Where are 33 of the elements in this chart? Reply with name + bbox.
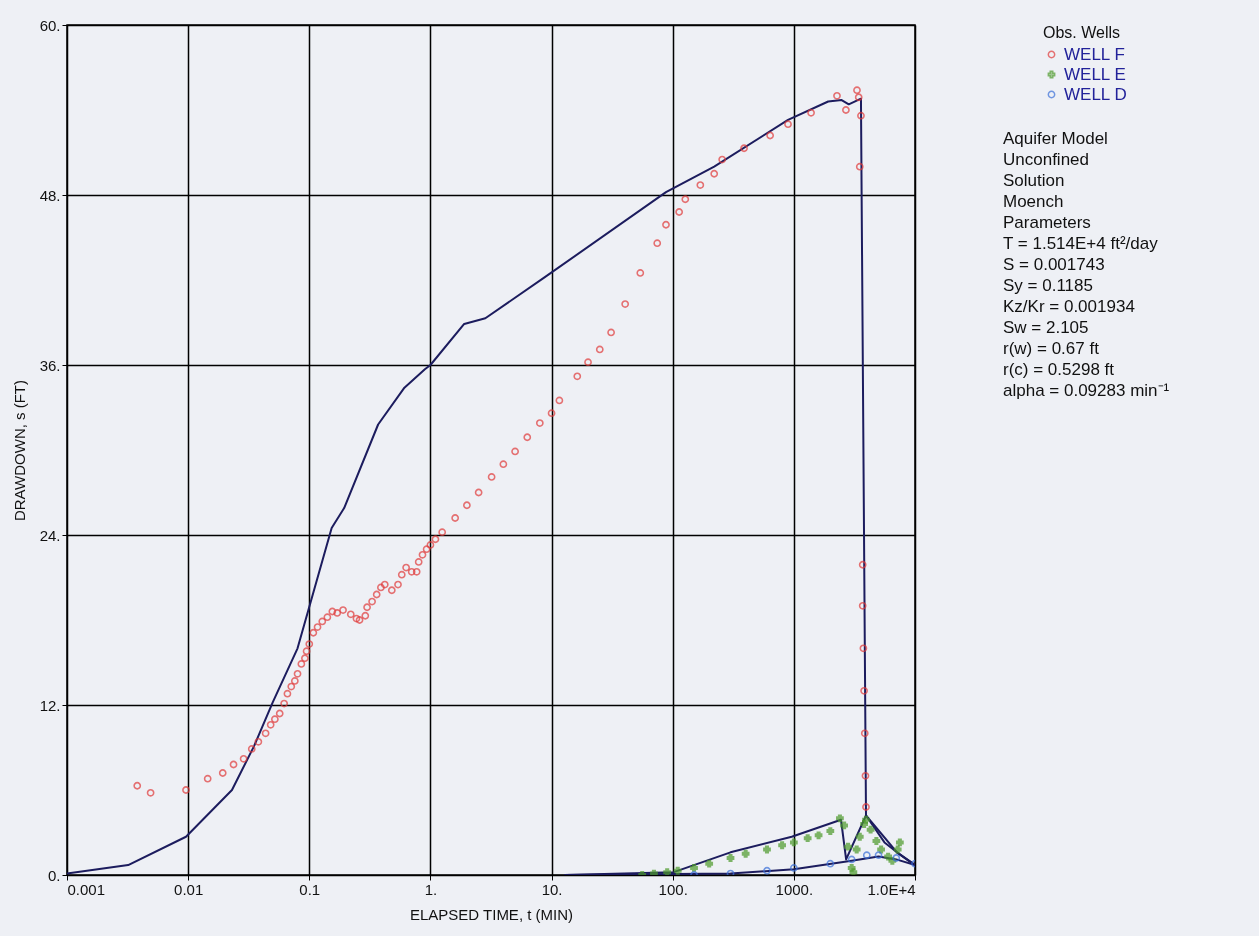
text: Solution [1003,170,1066,191]
x-tick-label: 0.1 [299,880,321,898]
x-tick-label: 1. [424,880,438,898]
y-tick-label: 60. [39,16,61,34]
x-tick-label: 0.01 [174,880,204,898]
legend-label: WELL F [1064,44,1125,64]
text: T = 1.514E+4 ft²/day [1003,233,1159,254]
text: S = 0.001743 [1003,254,1106,275]
y-axis-title: DRAWDOWN, s (FT) [10,379,28,522]
legend-title: Obs. Wells [1043,24,1121,41]
y-tick-label: 36. [39,356,61,374]
x-tick-label: 1000. [775,880,814,898]
text: r(c) = 0.5298 ft [1003,359,1116,380]
legend-label: WELL E [1064,64,1126,84]
legend-label: WELL D [1064,84,1127,104]
x-axis-title: ELAPSED TIME, t (MIN) [409,905,574,923]
x-tick-label: 1.0E+4 [867,880,916,898]
x-tick-label: 100. [658,880,688,898]
text: Kz/Kr = 0.001934 [1003,296,1136,317]
text: Moench [1003,191,1065,212]
text: Parameters [1003,212,1092,233]
y-tick-label: 48. [39,186,61,204]
x-tick-label: 0.001 [67,880,106,898]
y-tick-label: 0. [47,866,61,884]
text: Aquifer Model [1003,128,1109,149]
y-tick-label: 12. [39,696,61,714]
text: Unconfined [1003,149,1090,170]
text: Sw = 2.105 [1003,317,1090,338]
y-tick-label: 24. [39,526,61,544]
text: alpha = 0.09283 min⁻¹ [1003,380,1170,401]
text: r(w) = 0.67 ft [1003,338,1100,359]
x-tick-label: 10. [541,880,563,898]
text: Sy = 0.1185 [1003,275,1094,296]
